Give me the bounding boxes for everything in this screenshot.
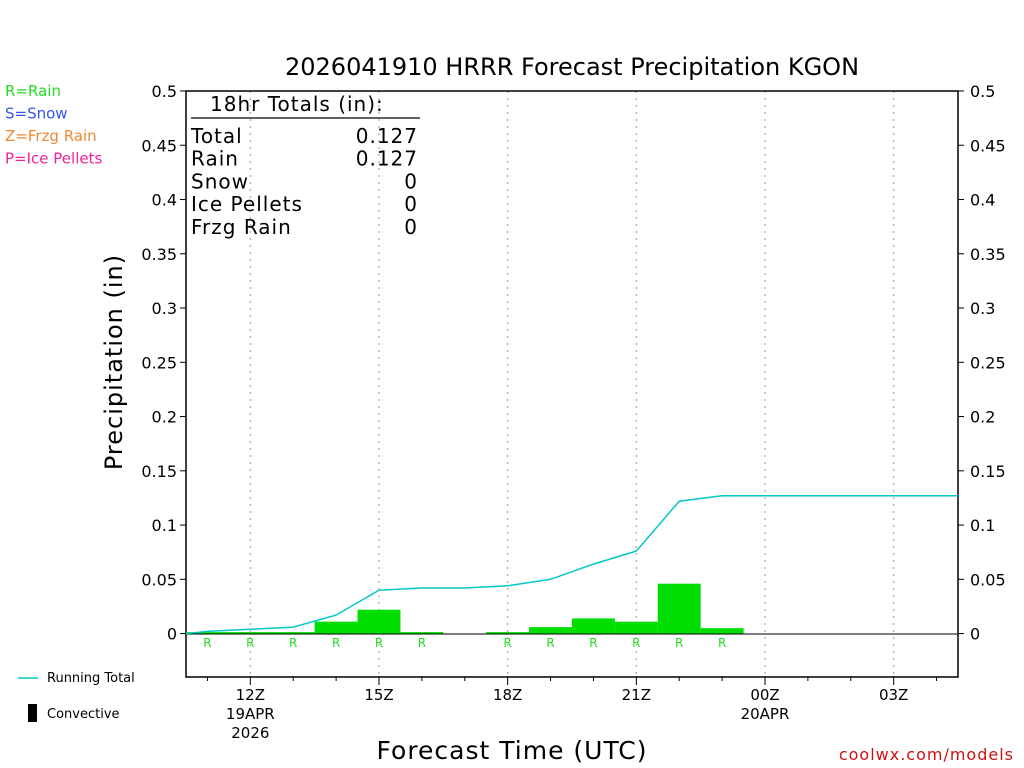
ptype-marker: R [289, 636, 297, 650]
totals-row-label: Frzg Rain [191, 215, 292, 239]
ptype-marker: R [718, 636, 726, 650]
grid-lines [249, 91, 895, 677]
y-tick-label-right: 0.1 [970, 516, 995, 535]
totals-rows: Total 0.127 Rain 0.127 Snow 0 Ice Pellets 0 Frzg… [190, 124, 418, 239]
y-tick-label-right: 0.3 [970, 299, 995, 318]
x-tick-label: 03Z [879, 686, 908, 704]
y-tick-label-left: 0 [167, 625, 177, 644]
x-tick-label: 15Z [364, 686, 393, 704]
y-axis-label: Precipitation (in) [100, 254, 128, 470]
x-tick-label: 21Z [622, 686, 651, 704]
precip-bar [529, 627, 572, 634]
ptype-marker: R [632, 636, 640, 650]
precip-bar [700, 628, 744, 634]
y-tick-label-right: 0 [970, 625, 980, 644]
ptype-legend: R=Rain S=Snow Z=Frzg Rain P=Ice Pellets [5, 82, 102, 168]
ptype-legend-item: S=Snow [5, 105, 68, 123]
precip-bar [314, 621, 358, 634]
y-tick-label-left: 0.3 [152, 299, 177, 318]
y-tick-label-left: 0.05 [141, 570, 177, 589]
ptype-legend-item: R=Rain [5, 82, 61, 100]
y-tick-label-left: 0.5 [152, 82, 177, 101]
totals-row-label: Snow [191, 169, 249, 193]
ptype-marker: R [332, 636, 340, 650]
ptype-marker: R [503, 636, 511, 650]
y-tick-label-right: 0.5 [970, 82, 995, 101]
ptype-marker: R [246, 636, 254, 650]
y-tick-label-left: 0.15 [141, 462, 177, 481]
precip-bar [228, 632, 272, 634]
precip-bar [657, 583, 701, 634]
convective-legend-label: Convective [47, 707, 120, 722]
x-tick-date: 20APR [741, 705, 790, 723]
running-total-line [185, 495, 958, 635]
x-tick-label: 12Z [236, 686, 265, 704]
ptype-marker: R [675, 636, 683, 650]
y-tick-label-right: 0.45 [970, 136, 1006, 155]
running-total-legend-label: Running Total [47, 671, 135, 686]
y-tick-label-left: 0.4 [152, 191, 177, 210]
y-tick-label-left: 0.25 [141, 353, 177, 372]
x-tick-label: 18Z [493, 686, 522, 704]
y-tick-label-right: 0.2 [970, 408, 995, 427]
precip-bar [614, 621, 658, 634]
running-total-legend: Running Total [18, 671, 135, 686]
x-axis-label: Forecast Time (UTC) [377, 736, 648, 765]
totals-row-label: Rain [191, 147, 239, 171]
y-tick-label-right: 0.25 [970, 353, 1006, 372]
convective-legend-swatch [28, 704, 37, 722]
x-tick-label: 00Z [750, 686, 779, 704]
precip-bar [572, 618, 615, 634]
x-tick-year: 2026 [231, 724, 269, 742]
y-tick-label-right: 0.4 [970, 191, 995, 210]
totals-row-label: Ice Pellets [191, 192, 303, 216]
convective-legend: Convective [28, 704, 120, 722]
credit-text: coolwx.com/models [839, 745, 1014, 764]
totals-row-value: 0.127 [356, 147, 418, 171]
totals-row-value: 0 [404, 192, 418, 216]
precip-bar [486, 632, 530, 634]
ptype-marker: R [418, 636, 426, 650]
y-tick-label-right: 0.15 [970, 462, 1006, 481]
ptype-legend-item: Z=Frzg Rain [5, 127, 97, 145]
precip-bars [186, 583, 744, 634]
totals-row-value: 0.127 [356, 124, 418, 148]
y-tick-label-left: 0.45 [141, 136, 177, 155]
ptype-marker: R [546, 636, 554, 650]
plot-frame [185, 90, 959, 678]
y-tick-label-left: 0.35 [141, 245, 177, 264]
y-tick-label-left: 0.2 [152, 408, 177, 427]
ptype-marker: R [589, 636, 597, 650]
totals-row-value: 0 [404, 169, 418, 193]
chart-title: 2026041910 HRRR Forecast Precipitation K… [285, 53, 859, 81]
x-tick-date: 19APR [226, 705, 275, 723]
y-tick-label-right: 0.05 [970, 570, 1006, 589]
ptype-legend-item: P=Ice Pellets [5, 150, 102, 168]
precip-bar [271, 632, 315, 634]
totals-heading: 18hr Totals (in): [210, 92, 384, 116]
totals-box: 18hr Totals (in): Total 0.127 Rain 0.127 Sno… [190, 92, 420, 239]
totals-row-label: Total [190, 124, 243, 148]
ptype-marker: R [375, 636, 383, 650]
totals-row-value: 0 [404, 215, 418, 239]
precip-bar [357, 609, 401, 634]
y-tick-label-left: 0.1 [152, 516, 177, 535]
precip-bar [400, 632, 444, 634]
y-axis-ticks: 0 00.05 0.050.1 0.10.15 0.150.2 0.20.25 0.250.… [141, 82, 1005, 644]
ptype-marker: R [203, 636, 211, 650]
y-tick-label-right: 0.35 [970, 245, 1006, 264]
precip-bar [186, 632, 229, 634]
